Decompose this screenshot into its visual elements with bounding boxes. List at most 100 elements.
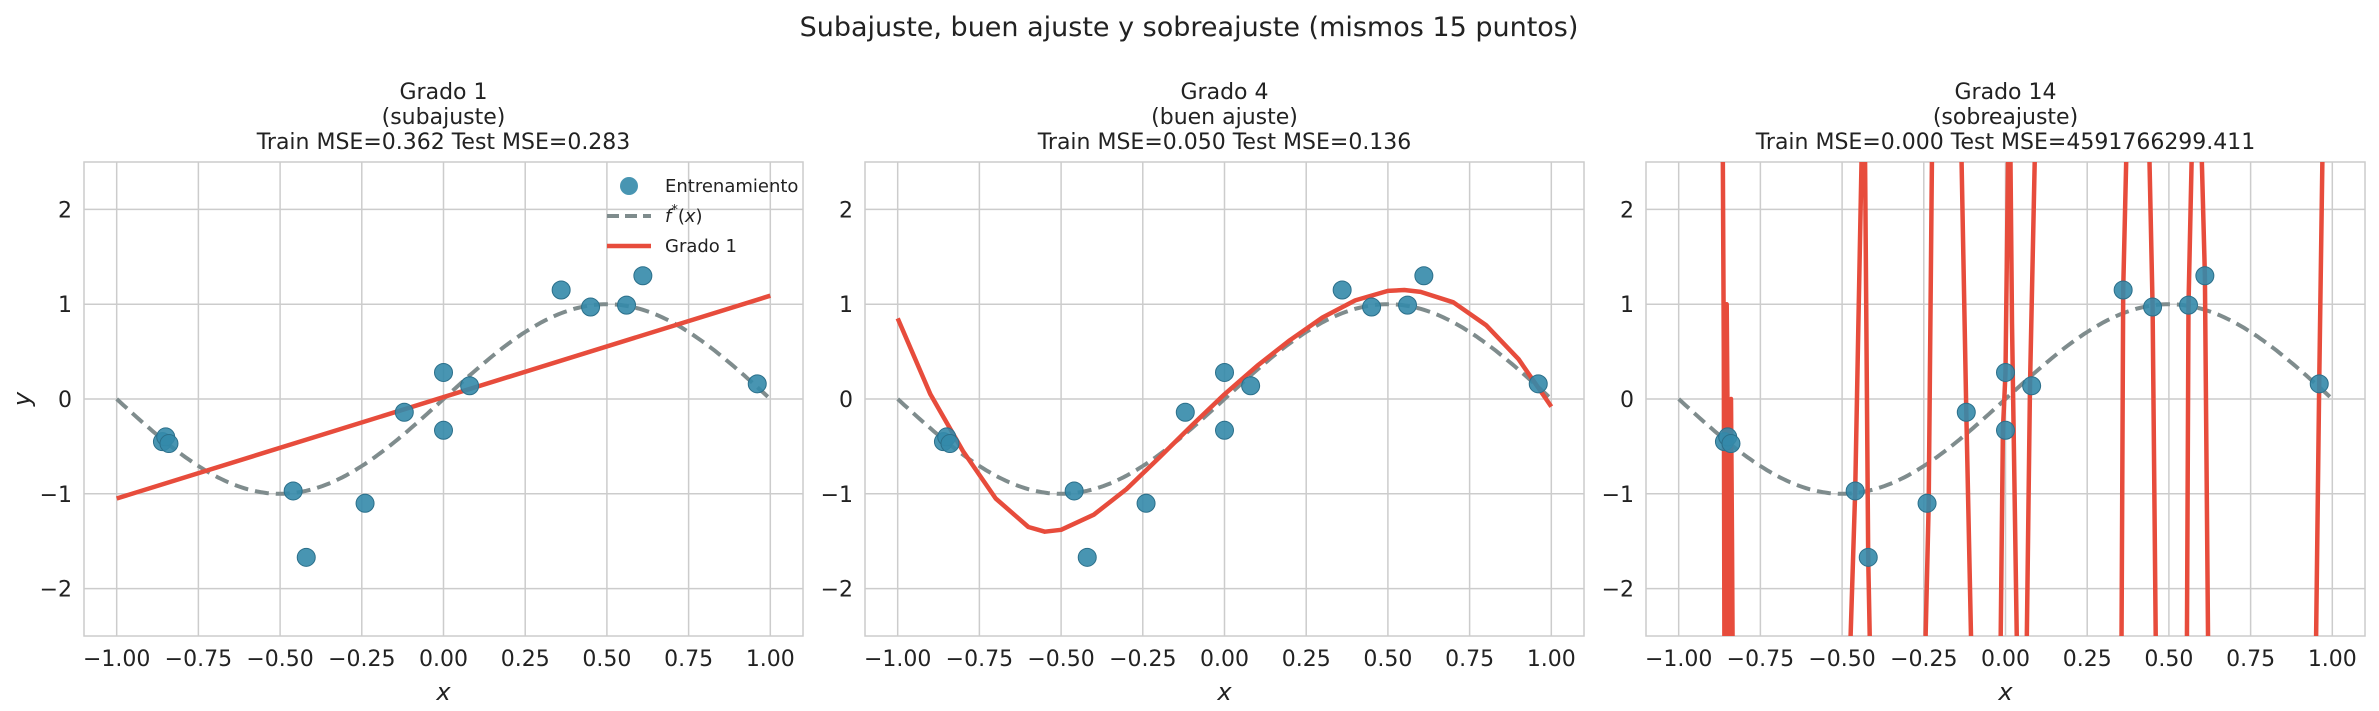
- plot-frame: [1645, 161, 2366, 637]
- x-axis-label: x: [1216, 678, 1232, 706]
- fit-line: [116, 293, 771, 501]
- y-tick-label: −2: [821, 578, 853, 603]
- training-point: [434, 420, 453, 440]
- plot-area: [1677, 162, 2334, 636]
- training-point: [1858, 547, 1878, 567]
- training-point: [1845, 481, 1865, 501]
- x-tick-label: 1.00: [1527, 647, 1576, 672]
- training-point: [1332, 280, 1352, 300]
- training-point: [2022, 376, 2042, 396]
- panel-title-line: Train MSE=0.050 Test MSE=0.136: [1037, 130, 1412, 155]
- legend-marker-points: [620, 177, 638, 195]
- true-function-line: [896, 302, 1553, 496]
- training-point: [2113, 280, 2133, 300]
- x-tick-label: −0.50: [1808, 647, 1875, 672]
- fit-line: [895, 287, 1554, 534]
- training-point: [1241, 376, 1261, 396]
- training-point: [2143, 297, 2163, 317]
- panel-title-line: (sobreajuste): [1933, 105, 2078, 130]
- x-tick-label: −0.75: [165, 647, 232, 672]
- x-tick-label: −1.00: [1645, 647, 1712, 672]
- y-axis-label: y: [8, 391, 36, 407]
- training-point: [2179, 295, 2199, 315]
- y-tick-label: 2: [58, 198, 72, 223]
- y-tick-label: 0: [839, 388, 853, 413]
- chart-panel-1: Grado 1(subajuste)Train MSE=0.362 Test M…: [8, 80, 804, 706]
- panel-title-line: (subajuste): [382, 105, 506, 130]
- x-tick-label: 0.00: [1981, 647, 2030, 672]
- x-tick-label: −0.75: [946, 647, 1013, 672]
- training-point: [394, 402, 414, 422]
- training-point: [1996, 420, 2015, 440]
- y-tick-label: −1: [40, 483, 72, 508]
- x-tick-label: −1.00: [864, 647, 931, 672]
- training-point: [1917, 493, 1937, 513]
- x-tick-label: 0.75: [1445, 647, 1494, 672]
- training-point: [747, 374, 767, 394]
- legend: Entrenamiento f*(x) Grado 1: [607, 176, 798, 257]
- training-point: [1215, 420, 1234, 440]
- x-tick-label: 0.00: [1200, 647, 1249, 672]
- training-point: [2195, 266, 2215, 286]
- training-point: [1136, 493, 1156, 513]
- y-tick-label: −1: [1602, 483, 1634, 508]
- x-tick-label: 0.50: [2144, 647, 2193, 672]
- x-tick-label: −0.25: [1890, 647, 1957, 672]
- plot-frame: [864, 161, 1585, 637]
- x-tick-label: 0.50: [582, 647, 631, 672]
- training-point: [434, 362, 453, 382]
- y-tick-label: 1: [839, 293, 853, 318]
- training-point: [1175, 402, 1195, 422]
- x-tick-label: −0.25: [1109, 647, 1176, 672]
- training-point: [940, 434, 960, 454]
- training-point: [633, 266, 653, 286]
- x-tick-label: 0.75: [664, 647, 713, 672]
- x-tick-label: −0.75: [1727, 647, 1794, 672]
- chart-panel-2: Grado 4(buen ajuste)Train MSE=0.050 Test…: [821, 80, 1585, 706]
- panel-title-line: Grado 1: [400, 80, 488, 105]
- training-point: [296, 547, 316, 567]
- training-point: [1414, 266, 1434, 286]
- chart-panel-3: Grado 14(sobreajuste)Train MSE=0.000 Tes…: [1602, 80, 2366, 706]
- plot-frame: [83, 161, 804, 637]
- y-tick-label: 2: [839, 198, 853, 223]
- panel-title-line: Train MSE=0.362 Test MSE=0.283: [256, 130, 631, 155]
- y-tick-label: −2: [1602, 578, 1634, 603]
- panel-title-line: Grado 4: [1181, 80, 1269, 105]
- plot-area: [895, 266, 1554, 567]
- training-point: [2309, 374, 2329, 394]
- panel-title-line: Train MSE=0.000 Test MSE=4591766299.411: [1755, 130, 2256, 155]
- fit-line: [1720, 162, 1735, 636]
- x-tick-label: −0.25: [328, 647, 395, 672]
- training-point: [1064, 481, 1084, 501]
- training-point: [581, 297, 601, 317]
- x-tick-label: 0.25: [1282, 647, 1331, 672]
- x-tick-label: 0.25: [2063, 647, 2112, 672]
- training-point: [1996, 362, 2015, 382]
- x-tick-label: −0.50: [246, 647, 313, 672]
- y-tick-label: −2: [40, 578, 72, 603]
- panel-title-line: (buen ajuste): [1151, 105, 1298, 130]
- x-tick-label: 0.50: [1363, 647, 1412, 672]
- training-point: [1362, 297, 1382, 317]
- legend-label: Entrenamiento: [665, 176, 798, 197]
- panel-title-line: Grado 14: [1955, 80, 2057, 105]
- y-tick-label: 2: [1620, 198, 1634, 223]
- training-point: [551, 280, 571, 300]
- plot-area: [115, 266, 772, 567]
- y-tick-label: 1: [1620, 293, 1634, 318]
- y-tick-label: 1: [58, 293, 72, 318]
- x-tick-label: 0.25: [501, 647, 550, 672]
- y-tick-label: 0: [1620, 388, 1634, 413]
- training-point: [159, 434, 179, 454]
- training-point: [1398, 295, 1418, 315]
- legend-label: f*(x): [665, 203, 703, 227]
- training-point: [1215, 362, 1234, 382]
- x-tick-label: −1.00: [83, 647, 150, 672]
- x-axis-label: x: [435, 678, 451, 706]
- x-tick-label: 1.00: [746, 647, 795, 672]
- training-point: [1077, 547, 1097, 567]
- y-tick-label: −1: [821, 483, 853, 508]
- x-tick-label: 1.00: [2308, 647, 2357, 672]
